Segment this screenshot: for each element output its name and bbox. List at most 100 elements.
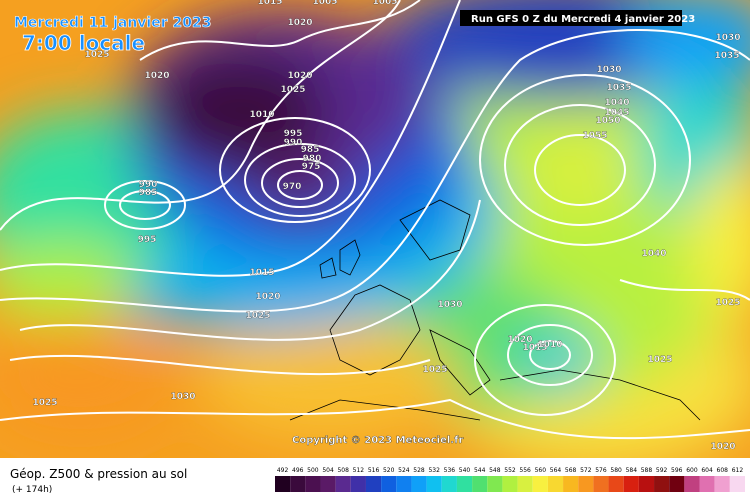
scale-label: 560 (535, 467, 547, 474)
isobar-label: 1025 (647, 355, 672, 365)
isobar-label: 1020 (507, 335, 532, 345)
scale-cell (563, 476, 579, 492)
scale-cell (608, 476, 624, 492)
scale-label: 540 (459, 467, 471, 474)
isobar-label: 995 (284, 129, 303, 139)
scale-label: 580 (610, 467, 622, 474)
isobar-label: 1020 (287, 71, 312, 81)
isobar-label: 1030 (170, 392, 195, 402)
isobar-label: 1015 (249, 268, 274, 278)
scale-label: 572 (580, 467, 592, 474)
isobar-label: 1040 (641, 249, 666, 259)
coastlines (289, 199, 701, 421)
isobar-label: 1015 (257, 0, 282, 7)
scale-label: 520 (383, 467, 395, 474)
scale-label: 564 (550, 467, 562, 474)
scale-cell (305, 476, 321, 492)
scale-cell (411, 476, 427, 492)
isobar-label: 975 (302, 162, 321, 172)
scale-label: 612 (732, 467, 744, 474)
scale-label: 528 (413, 467, 425, 474)
scale-label: 500 (307, 467, 319, 474)
scale-cell (638, 476, 655, 492)
height-field (0, 0, 750, 470)
isobar-label: 1005 (372, 0, 397, 7)
scale-label: 584 (626, 467, 638, 474)
scale-label: 576 (595, 467, 607, 474)
scale-label: 524 (398, 467, 410, 474)
scale-label: 512 (353, 467, 365, 474)
scale-cell (623, 476, 639, 492)
run-box (460, 10, 682, 26)
isobar-label: 1025 (422, 365, 447, 375)
isobar-label: 1020 (287, 18, 312, 28)
scale-cell (381, 476, 397, 492)
isobar-label: 1035 (606, 83, 631, 93)
scale-cell (532, 476, 548, 492)
isobar-label: 970 (283, 182, 302, 192)
isobar-label: 990 (284, 138, 303, 148)
scale-cell (426, 476, 442, 492)
scale-label: 548 (489, 467, 501, 474)
isobar-label: 1005 (312, 0, 337, 7)
scale-label: 504 (322, 467, 334, 474)
scale-label: 556 (519, 467, 531, 474)
legend-title: Géop. Z500 & pression au sol (10, 467, 187, 481)
scale-label: 552 (504, 467, 516, 474)
date: Mercredi 11 janvier 2023 (14, 15, 211, 31)
isobar-label: 1010 (537, 340, 562, 350)
scale-cell (654, 476, 670, 492)
scale-label: 544 (474, 467, 486, 474)
isobar-label: 1025 (245, 311, 270, 321)
scale-cell (547, 476, 564, 492)
scale-cell (441, 476, 457, 492)
isobar-label: 1020 (144, 71, 169, 81)
scale-cell (502, 476, 518, 492)
isobar-label: 1025 (715, 298, 740, 308)
isobar-label: 1040 (604, 98, 629, 108)
scale-cell (517, 476, 533, 492)
isobar-label: 1020 (255, 292, 280, 302)
scale-cell (729, 476, 745, 492)
scale-label: 532 (428, 467, 440, 474)
scale-label: 496 (292, 467, 304, 474)
scale-cell (275, 476, 291, 492)
scale-label: 492 (277, 467, 289, 474)
isobar-label: 995 (138, 235, 157, 245)
isobar-label: 1020 (710, 442, 735, 452)
isobar-label: 1030 (715, 33, 740, 43)
isobar-label: 1025 (84, 50, 109, 60)
scale-cell (714, 476, 730, 492)
scale-label: 536 (444, 467, 456, 474)
isobar-label: 1055 (582, 131, 607, 141)
scale-cell (699, 476, 715, 492)
isobars (0, 0, 750, 440)
isobar-label: 1045 (604, 108, 629, 118)
scale-label: 604 (701, 467, 713, 474)
isobar-label: 980 (303, 154, 322, 164)
scale-label: 608 (717, 467, 729, 474)
isobar-label: 1025 (280, 85, 305, 95)
legend-subtitle: (+ 174h) (12, 485, 52, 495)
scale-cell (320, 476, 336, 492)
time: 7:00 locale (22, 31, 145, 55)
isobar-label: 985 (139, 188, 158, 198)
isobar-label: 1025 (32, 398, 57, 408)
scale-cell (290, 476, 306, 492)
isobar-label: 1010 (249, 110, 274, 120)
color-scale: 492 496 500 504 508 512 516 520 524 528 532 536 540 5… (275, 467, 745, 492)
scale-cell (350, 476, 366, 492)
scale-cell (684, 476, 700, 492)
scale-cell (456, 476, 473, 492)
scale-cell (335, 476, 351, 492)
scale-label: 508 (337, 467, 349, 474)
scale-label: 592 (656, 467, 668, 474)
scale-cell (578, 476, 594, 492)
scale-cell (487, 476, 503, 492)
scale-label: 596 (671, 467, 683, 474)
scale-label: 568 (565, 467, 577, 474)
isobar-label: 1030 (437, 300, 462, 310)
isobar-label: 1030 (596, 65, 621, 75)
